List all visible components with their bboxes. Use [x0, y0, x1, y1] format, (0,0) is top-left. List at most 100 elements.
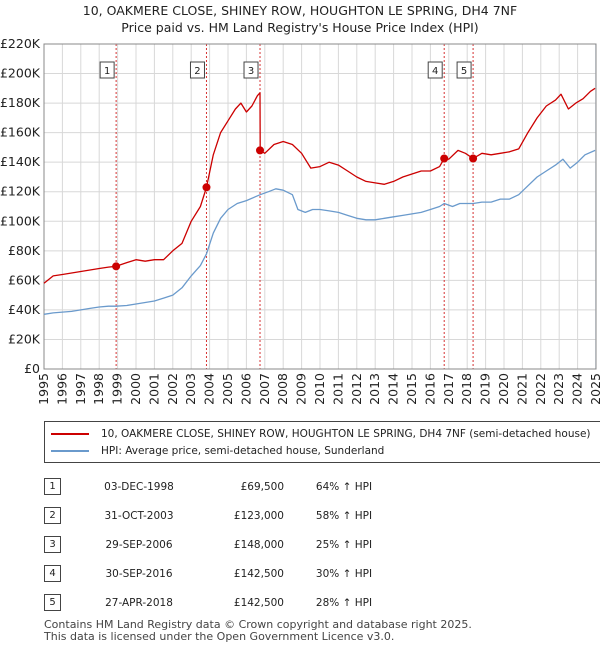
sale-number-badge: 3 — [44, 536, 61, 553]
y-tick-label: £140K — [0, 154, 41, 169]
x-tick-label: 2007 — [257, 373, 272, 405]
x-tick-label: 1997 — [73, 373, 88, 405]
sale-date: 30-SEP-2016 — [105, 567, 173, 580]
sale-marker-box — [243, 61, 259, 79]
x-tick-label: 2010 — [312, 373, 327, 405]
y-tick-label: £60K — [8, 272, 41, 287]
x-tick-label: 2001 — [146, 373, 161, 405]
x-tick-label: 2020 — [496, 373, 511, 405]
y-tick-label: £120K — [0, 184, 41, 199]
sale-point — [202, 183, 211, 192]
chart-title: 10, OAKMERE CLOSE, SHINEY ROW, HOUGHTON … — [82, 3, 518, 18]
x-tick-label: 2018 — [459, 373, 474, 405]
footer-licence: This data is licensed under the Open Gov… — [44, 630, 395, 643]
legend-label-property: 10, OAKMERE CLOSE, SHINEY ROW, HOUGHTON … — [101, 428, 591, 440]
sale-number-badge: 4 — [44, 565, 61, 582]
x-tick-label: 2005 — [220, 373, 235, 405]
x-tick-label: 2003 — [183, 373, 198, 405]
y-tick-label: £200K — [0, 66, 41, 81]
sale-price: £142,500 — [233, 596, 284, 609]
x-tick-label: 2019 — [478, 373, 493, 405]
x-tick-label: 1998 — [91, 373, 106, 405]
y-tick-label: £100K — [0, 213, 41, 228]
sale-marker-label: 2 — [194, 66, 200, 77]
x-tick-label: 2016 — [422, 373, 437, 405]
sale-number-badge: 2 — [44, 507, 61, 524]
x-tick-label: 2015 — [404, 373, 419, 405]
sale-point — [440, 154, 449, 163]
x-tick-label: 2000 — [128, 373, 143, 405]
sale-price: £142,500 — [233, 567, 284, 580]
sale-number-badge: 1 — [44, 478, 61, 495]
sale-hpi-change: 25% ↑ HPI — [315, 538, 373, 551]
sale-date: 31-OCT-2003 — [104, 509, 174, 522]
sale-number-badge: 5 — [44, 594, 61, 611]
y-tick-label: £160K — [0, 125, 41, 140]
sale-marker-box — [189, 61, 205, 79]
x-tick-label: 1999 — [110, 373, 125, 405]
legend-item-hpi: HPI: Average price, semi-detached house,… — [51, 443, 384, 459]
sale-point — [112, 262, 121, 271]
x-tick-label: 2012 — [349, 373, 364, 405]
table-row: 4 30-SEP-2016 £142,500 30% ↑ HPI — [44, 559, 404, 588]
y-tick-label: £80K — [8, 243, 41, 258]
y-tick-label: £40K — [8, 302, 41, 317]
x-tick-label: 1995 — [36, 373, 51, 405]
x-tick-label: 2002 — [165, 373, 180, 405]
x-tick-label: 2009 — [294, 373, 309, 405]
chart-subtitle: Price paid vs. HM Land Registry's House … — [121, 20, 479, 35]
legend-label-hpi: HPI: Average price, semi-detached house,… — [101, 445, 385, 457]
sale-marker-label: 3 — [248, 66, 254, 77]
x-tick-label: 2008 — [275, 373, 290, 405]
table-row: 1 03-DEC-1998 £69,500 64% ↑ HPI — [44, 472, 404, 501]
x-tick-label: 2004 — [202, 373, 217, 405]
footer: Contains HM Land Registry data © Crown c… — [44, 619, 472, 643]
sale-marker-box — [427, 61, 443, 79]
table-row: 5 27-APR-2018 £142,500 28% ↑ HPI — [44, 588, 404, 617]
sale-price: £123,000 — [233, 509, 284, 522]
sale-price: £69,500 — [240, 480, 284, 493]
x-tick-label: 1996 — [54, 373, 69, 405]
x-tick-label: 2023 — [551, 373, 566, 405]
x-tick-label: 2022 — [533, 373, 548, 405]
x-tick-label: 2013 — [367, 373, 382, 405]
legend-swatch-hpi — [51, 450, 89, 452]
x-tick-label: 2014 — [386, 373, 401, 405]
x-tick-label: 2017 — [441, 373, 456, 405]
sale-point — [469, 154, 478, 163]
sale-price: £148,000 — [233, 538, 284, 551]
sale-marker-box — [99, 61, 115, 79]
plot-frame — [43, 43, 597, 370]
y-tick-label: £180K — [0, 95, 41, 110]
table-row: 2 31-OCT-2003 £123,000 58% ↑ HPI — [44, 501, 404, 530]
y-tick-label: £220K — [0, 36, 41, 51]
sale-date: 27-APR-2018 — [105, 596, 173, 609]
x-tick-label: 2011 — [330, 373, 345, 405]
sale-marker-label: 4 — [432, 66, 438, 77]
sale-hpi-change: 28% ↑ HPI — [315, 596, 373, 609]
chart-legend: 10, OAKMERE CLOSE, SHINEY ROW, HOUGHTON … — [44, 421, 600, 463]
series-line-property — [43, 87, 596, 284]
x-tick-label: 2024 — [570, 373, 585, 405]
sale-marker-label: 5 — [461, 66, 467, 77]
x-tick-label: 2006 — [238, 373, 253, 405]
sale-hpi-change: 64% ↑ HPI — [315, 480, 373, 493]
price-chart: £0 £20K £40K £60K £80K £100K £120K £140K £160K £1… — [0, 36, 600, 405]
sale-date: 29-SEP-2006 — [105, 538, 173, 551]
sale-marker-box — [456, 61, 472, 79]
x-tick-label: 2021 — [514, 373, 529, 405]
legend-item-property: 10, OAKMERE CLOSE, SHINEY ROW, HOUGHTON … — [51, 426, 591, 442]
sales-table: 1 03-DEC-1998 £69,500 64% ↑ HPI 2 31-OCT… — [44, 472, 404, 617]
sale-hpi-change: 58% ↑ HPI — [315, 509, 373, 522]
y-tick-label: £20K — [8, 331, 41, 346]
series-line-hpi — [43, 149, 596, 315]
y-tick-label: £0 — [24, 361, 40, 376]
footer-copyright: Contains HM Land Registry data © Crown c… — [44, 618, 472, 631]
sale-hpi-change: 30% ↑ HPI — [315, 567, 373, 580]
sale-marker-label: 1 — [104, 66, 110, 77]
x-tick-label: 2025 — [588, 373, 600, 405]
sale-date: 03-DEC-1998 — [104, 480, 174, 493]
legend-swatch-property — [51, 433, 89, 435]
table-row: 3 29-SEP-2006 £148,000 25% ↑ HPI — [44, 530, 404, 559]
sale-point — [256, 146, 265, 155]
